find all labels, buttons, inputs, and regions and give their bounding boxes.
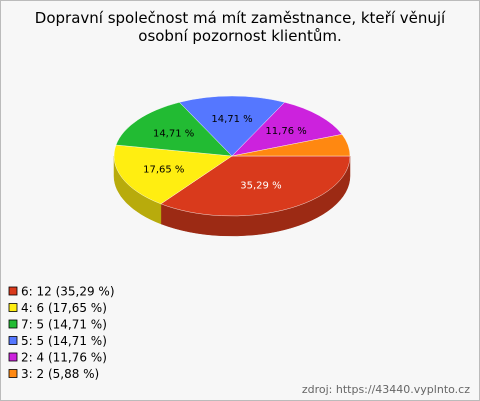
legend-label: 3: 2 (5,88 %) [21,367,99,381]
source: zdroj: https://43440.vyplnto.cz [302,383,470,396]
slice [179,95,286,157]
legend-swatch [8,336,18,345]
legend-label: 6: 12 (35,29 %) [21,285,115,299]
legend-swatch [8,319,18,329]
legend-swatch [8,352,18,362]
data-label: 17,65 % [143,164,184,175]
slice [113,144,233,205]
slice [231,102,343,157]
legend-swatch [8,303,18,312]
slice [160,155,351,217]
legend-swatch [8,286,18,296]
legend-label: 7: 5 (14,71 %) [21,318,107,332]
data-label: 14,71 % [211,114,252,125]
legend-label: 5: 5 (14,71 %) [21,334,107,348]
slice [231,134,351,157]
slice [115,102,233,157]
data-label: 35,29 % [240,181,281,192]
chart-title: Dopravní společnost má mít zaměstnance, … [34,9,446,45]
data-label: 11,76 % [265,126,306,137]
legend-label: 2: 4 (11,76 %) [21,351,107,365]
legend-swatch [8,369,18,378]
data-label: 14,71 % [153,129,194,140]
legend-label: 4: 6 (17,65 %) [21,301,107,315]
